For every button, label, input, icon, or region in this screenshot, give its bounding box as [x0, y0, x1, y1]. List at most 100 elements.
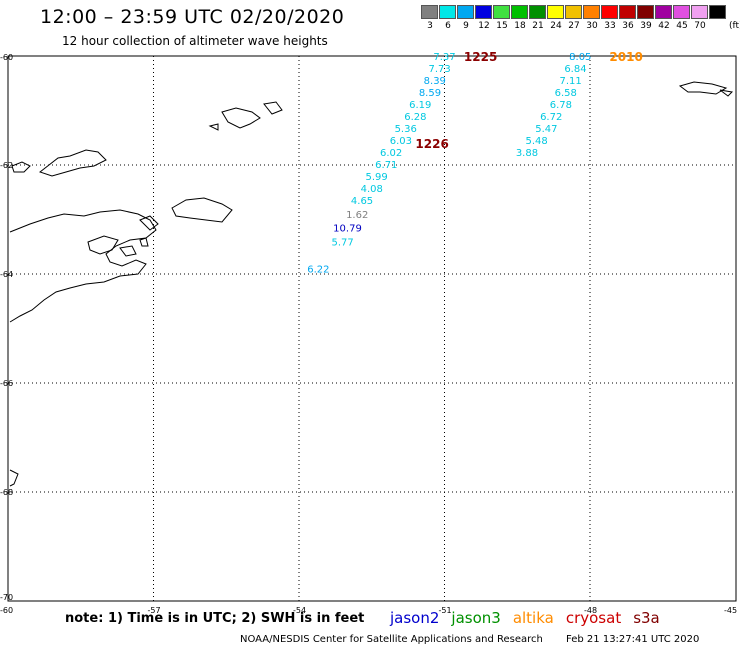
- color-scale-label: 33: [604, 21, 616, 31]
- latitude-label: -68: [0, 488, 13, 497]
- latitude-label: -60: [0, 53, 13, 62]
- latitude-label: -62: [0, 161, 13, 170]
- southern-coast-stub: [9, 469, 19, 487]
- color-scale-swatch: [565, 5, 582, 19]
- color-scale-swatch: [493, 5, 510, 19]
- color-scale-label: 15: [496, 21, 508, 31]
- color-scale-swatch: [529, 5, 546, 19]
- wave-height-value: 5.48: [526, 136, 548, 147]
- mission-jason2: jason2: [390, 609, 440, 627]
- color-scale-swatch: [601, 5, 618, 19]
- color-scale-swatch: [691, 5, 708, 19]
- mission-cryosat: cryosat: [565, 609, 622, 627]
- seymour-island-coast: [139, 237, 149, 247]
- color-scale-swatch: [583, 5, 600, 19]
- color-scale-swatch: [709, 5, 726, 19]
- color-scale-label: 27: [568, 21, 580, 31]
- color-scale-label: 42: [658, 21, 670, 31]
- color-scale-label: 24: [550, 21, 562, 31]
- color-scale-swatch: [439, 5, 456, 19]
- latitude-label: -70: [0, 593, 13, 602]
- color-scale-swatch: [457, 5, 474, 19]
- pass-time-label: 1226: [415, 137, 448, 151]
- mission-s3a: s3a: [633, 609, 660, 627]
- wave-height-value: 7.11: [559, 76, 581, 87]
- wave-height-value: 6.19: [409, 100, 431, 111]
- king-george-island-coast: [11, 161, 31, 173]
- longitude-labels: -60 -57 -54 -51 -48 -45: [0, 606, 737, 615]
- pass-time-label: 2010: [609, 50, 642, 64]
- south-shetland-islands-coast: [38, 149, 107, 177]
- dundee-island-coast: [139, 215, 159, 231]
- color-scale-swatch: [619, 5, 636, 19]
- wave-height-value: 7.37: [433, 52, 455, 63]
- color-scale-swatch: [421, 5, 438, 19]
- color-scale-labels: 3 6 9 12 15 18 21 24 27 30 33 36 39 42 45 70: [421, 21, 727, 31]
- clarence-island-coast: [263, 101, 283, 115]
- units-note: note: 1) Time is in UTC; 2) SWH is in fe…: [65, 611, 365, 626]
- james-ross-island-coast: [87, 235, 119, 255]
- wave-height-value: 6.03: [390, 136, 412, 147]
- wave-height-value: 6.22: [307, 265, 329, 276]
- wave-height-value: 5.36: [395, 124, 417, 135]
- pass-time-label: 1225: [464, 50, 497, 64]
- wave-height-value: 6.84: [564, 64, 586, 75]
- color-scale-label: 36: [622, 21, 634, 31]
- color-scale-swatch: [637, 5, 654, 19]
- joinville-island-coast: [171, 197, 233, 223]
- wave-height-value: 5.47: [535, 124, 557, 135]
- wave-height-value: 6.72: [540, 112, 562, 123]
- wave-height-value: 8.05: [569, 52, 591, 63]
- color-scale-swatch: [475, 5, 492, 19]
- wave-height-value: 6.78: [550, 100, 572, 111]
- wave-height-value: 6.02: [380, 148, 402, 159]
- satellite-pass-labels: 1225 1226 2010: [415, 50, 642, 151]
- color-scale-swatch: [511, 5, 528, 19]
- color-scale-bar: [421, 5, 727, 19]
- wave-height-value: 8.59: [419, 88, 441, 99]
- color-scale-unit: (ft): [729, 21, 740, 31]
- wave-height-value: 6.28: [404, 112, 426, 123]
- antarctic-peninsula-tip-coast: [9, 209, 157, 323]
- wave-height-value: 10.79: [333, 224, 362, 235]
- longitude-label: -48: [584, 606, 597, 615]
- color-scale-label: 45: [676, 21, 688, 31]
- color-scale-swatch: [547, 5, 564, 19]
- south-orkney-islands-coast: [678, 81, 728, 95]
- color-scale-label: 12: [478, 21, 490, 31]
- wave-height-value: 4.65: [351, 196, 373, 207]
- mission-altika: altika: [512, 609, 554, 627]
- gibbs-island-coast: [208, 123, 219, 131]
- longitude-label: -51: [439, 606, 452, 615]
- map-subtitle: 12 hour collection of altimeter wave hei…: [62, 34, 328, 48]
- mission-jason3: jason3: [451, 609, 501, 627]
- color-scale-label: 39: [640, 21, 652, 31]
- footer-credit: NOAA/NESDIS Center for Satellite Applica…: [240, 634, 543, 645]
- footer: NOAA/NESDIS Center for Satellite Applica…: [240, 634, 699, 645]
- map-frame: [7, 55, 737, 602]
- graticule: [8, 56, 736, 601]
- longitude-label: -57: [148, 606, 161, 615]
- snow-hill-island-coast: [119, 245, 137, 257]
- wave-height-value: 5.77: [332, 237, 354, 248]
- wave-height-value: 3.88: [516, 148, 538, 159]
- longitude-label: -45: [724, 606, 737, 615]
- latitude-label: -64: [0, 270, 13, 279]
- color-scale-swatch: [673, 5, 690, 19]
- color-scale-label: 30: [586, 21, 598, 31]
- longitude-label: -60: [0, 606, 13, 615]
- latitude-labels: -60 -62 -64 -66 -68 -70: [0, 53, 13, 602]
- coastline: [9, 81, 734, 487]
- wave-height-value: 5.99: [365, 172, 387, 183]
- wave-height-value: 8.39: [424, 76, 446, 87]
- color-scale-label: 9: [463, 21, 469, 31]
- wave-height-value: 4.08: [361, 184, 383, 195]
- color-scale-label: 21: [532, 21, 544, 31]
- coronation-island-coast: [719, 89, 734, 97]
- wave-height-points: 7.377.738.398.596.196.285.366.036.026.71…: [307, 52, 591, 276]
- color-scale-swatch: [655, 5, 672, 19]
- color-scale-label: 6: [445, 21, 451, 31]
- map-title: 12:00 – 23:59 UTC 02/20/2020: [40, 6, 345, 28]
- wave-height-value: 6.58: [555, 88, 577, 99]
